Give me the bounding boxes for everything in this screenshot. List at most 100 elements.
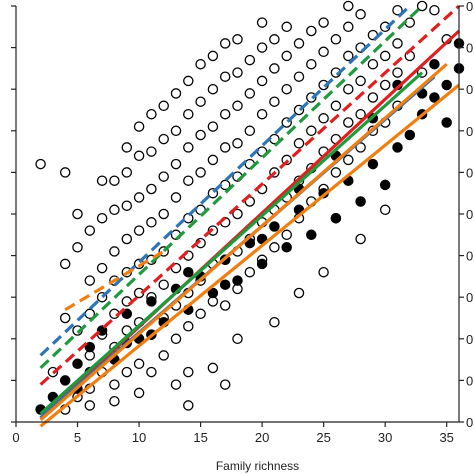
open-point bbox=[232, 100, 243, 112]
open-point bbox=[96, 212, 108, 224]
open-point bbox=[293, 71, 305, 82]
open-point bbox=[133, 358, 145, 370]
open-point bbox=[355, 75, 366, 87]
open-point bbox=[355, 142, 366, 153]
right-y-tick-label: 0 bbox=[466, 332, 473, 347]
filled-point bbox=[441, 117, 452, 128]
open-point bbox=[133, 192, 145, 203]
open-point bbox=[207, 154, 219, 166]
open-point bbox=[306, 25, 317, 37]
open-point bbox=[170, 88, 182, 99]
open-point bbox=[318, 113, 329, 124]
x-tick-label: 35 bbox=[439, 430, 453, 445]
open-point bbox=[367, 92, 379, 103]
open-point bbox=[293, 38, 305, 49]
open-point bbox=[429, 4, 440, 16]
open-point bbox=[183, 400, 194, 411]
open-point bbox=[330, 167, 342, 178]
filled-point bbox=[207, 287, 219, 299]
open-point bbox=[183, 175, 194, 186]
open-point bbox=[121, 200, 133, 211]
open-point bbox=[343, 21, 354, 33]
open-point bbox=[109, 395, 120, 407]
open-point bbox=[355, 233, 366, 245]
open-point bbox=[133, 150, 145, 162]
open-point bbox=[293, 287, 305, 299]
open-point bbox=[96, 175, 108, 186]
open-point bbox=[183, 212, 194, 224]
x-tick-label: 15 bbox=[193, 430, 207, 445]
open-point bbox=[207, 50, 219, 62]
x-tick-label: 10 bbox=[132, 430, 146, 445]
solid-fit-line bbox=[39, 62, 448, 422]
right-y-tick-label: 0 bbox=[466, 373, 473, 388]
filled-point bbox=[72, 358, 83, 370]
filled-point bbox=[379, 179, 391, 191]
filled-point bbox=[367, 158, 379, 170]
filled-point bbox=[59, 375, 71, 386]
open-point bbox=[269, 316, 280, 328]
open-point bbox=[281, 229, 292, 241]
open-point bbox=[133, 225, 145, 236]
filled-point bbox=[429, 92, 440, 103]
open-point bbox=[133, 121, 145, 132]
open-point bbox=[355, 9, 366, 20]
open-point bbox=[244, 125, 256, 137]
right-y-tick-label: 0 bbox=[466, 249, 473, 264]
open-point bbox=[170, 192, 182, 203]
right-y-tick-label: 0 bbox=[466, 290, 473, 305]
filled-point bbox=[330, 212, 342, 224]
filled-point bbox=[281, 242, 292, 253]
right-y-tick-label: 0 bbox=[466, 82, 473, 97]
open-point bbox=[392, 38, 403, 49]
open-point bbox=[84, 400, 96, 411]
filled-point bbox=[355, 196, 366, 207]
right-y-tick-label: 0 bbox=[466, 41, 473, 56]
open-point bbox=[195, 96, 206, 107]
open-point bbox=[121, 142, 133, 153]
points-layer bbox=[35, 0, 465, 415]
x-tick-label: 25 bbox=[316, 430, 330, 445]
open-point bbox=[133, 387, 145, 399]
x-tick-label: 5 bbox=[74, 430, 81, 445]
open-point bbox=[158, 208, 169, 220]
open-point bbox=[343, 0, 354, 12]
open-point bbox=[170, 379, 182, 390]
open-point bbox=[244, 88, 256, 99]
open-point bbox=[59, 258, 71, 270]
filled-point bbox=[146, 296, 157, 307]
open-point bbox=[146, 183, 157, 195]
filled-point bbox=[183, 266, 194, 278]
open-point bbox=[84, 225, 96, 236]
open-point bbox=[232, 67, 243, 78]
open-point bbox=[318, 46, 329, 58]
open-point bbox=[281, 83, 292, 95]
open-point bbox=[195, 167, 206, 178]
open-point bbox=[318, 17, 329, 28]
open-point bbox=[170, 333, 182, 345]
open-point bbox=[379, 204, 391, 216]
open-point bbox=[158, 100, 169, 112]
open-point bbox=[146, 366, 157, 378]
open-point bbox=[256, 75, 268, 87]
open-point bbox=[96, 262, 108, 274]
open-point bbox=[244, 266, 256, 278]
filled-point bbox=[306, 229, 317, 241]
open-point bbox=[379, 50, 391, 62]
open-point bbox=[146, 217, 157, 228]
dashed-fit-line bbox=[39, 4, 461, 386]
filled-point bbox=[219, 279, 231, 290]
open-point bbox=[343, 50, 354, 62]
open-point bbox=[195, 308, 206, 320]
dashed-fit-line bbox=[64, 250, 165, 312]
open-point bbox=[256, 17, 268, 28]
open-point bbox=[59, 167, 71, 178]
open-point bbox=[416, 0, 428, 12]
open-point bbox=[121, 167, 133, 178]
open-point bbox=[72, 242, 83, 253]
open-point bbox=[84, 275, 96, 286]
open-point bbox=[379, 79, 391, 91]
open-point bbox=[281, 21, 292, 33]
open-point bbox=[146, 108, 157, 120]
